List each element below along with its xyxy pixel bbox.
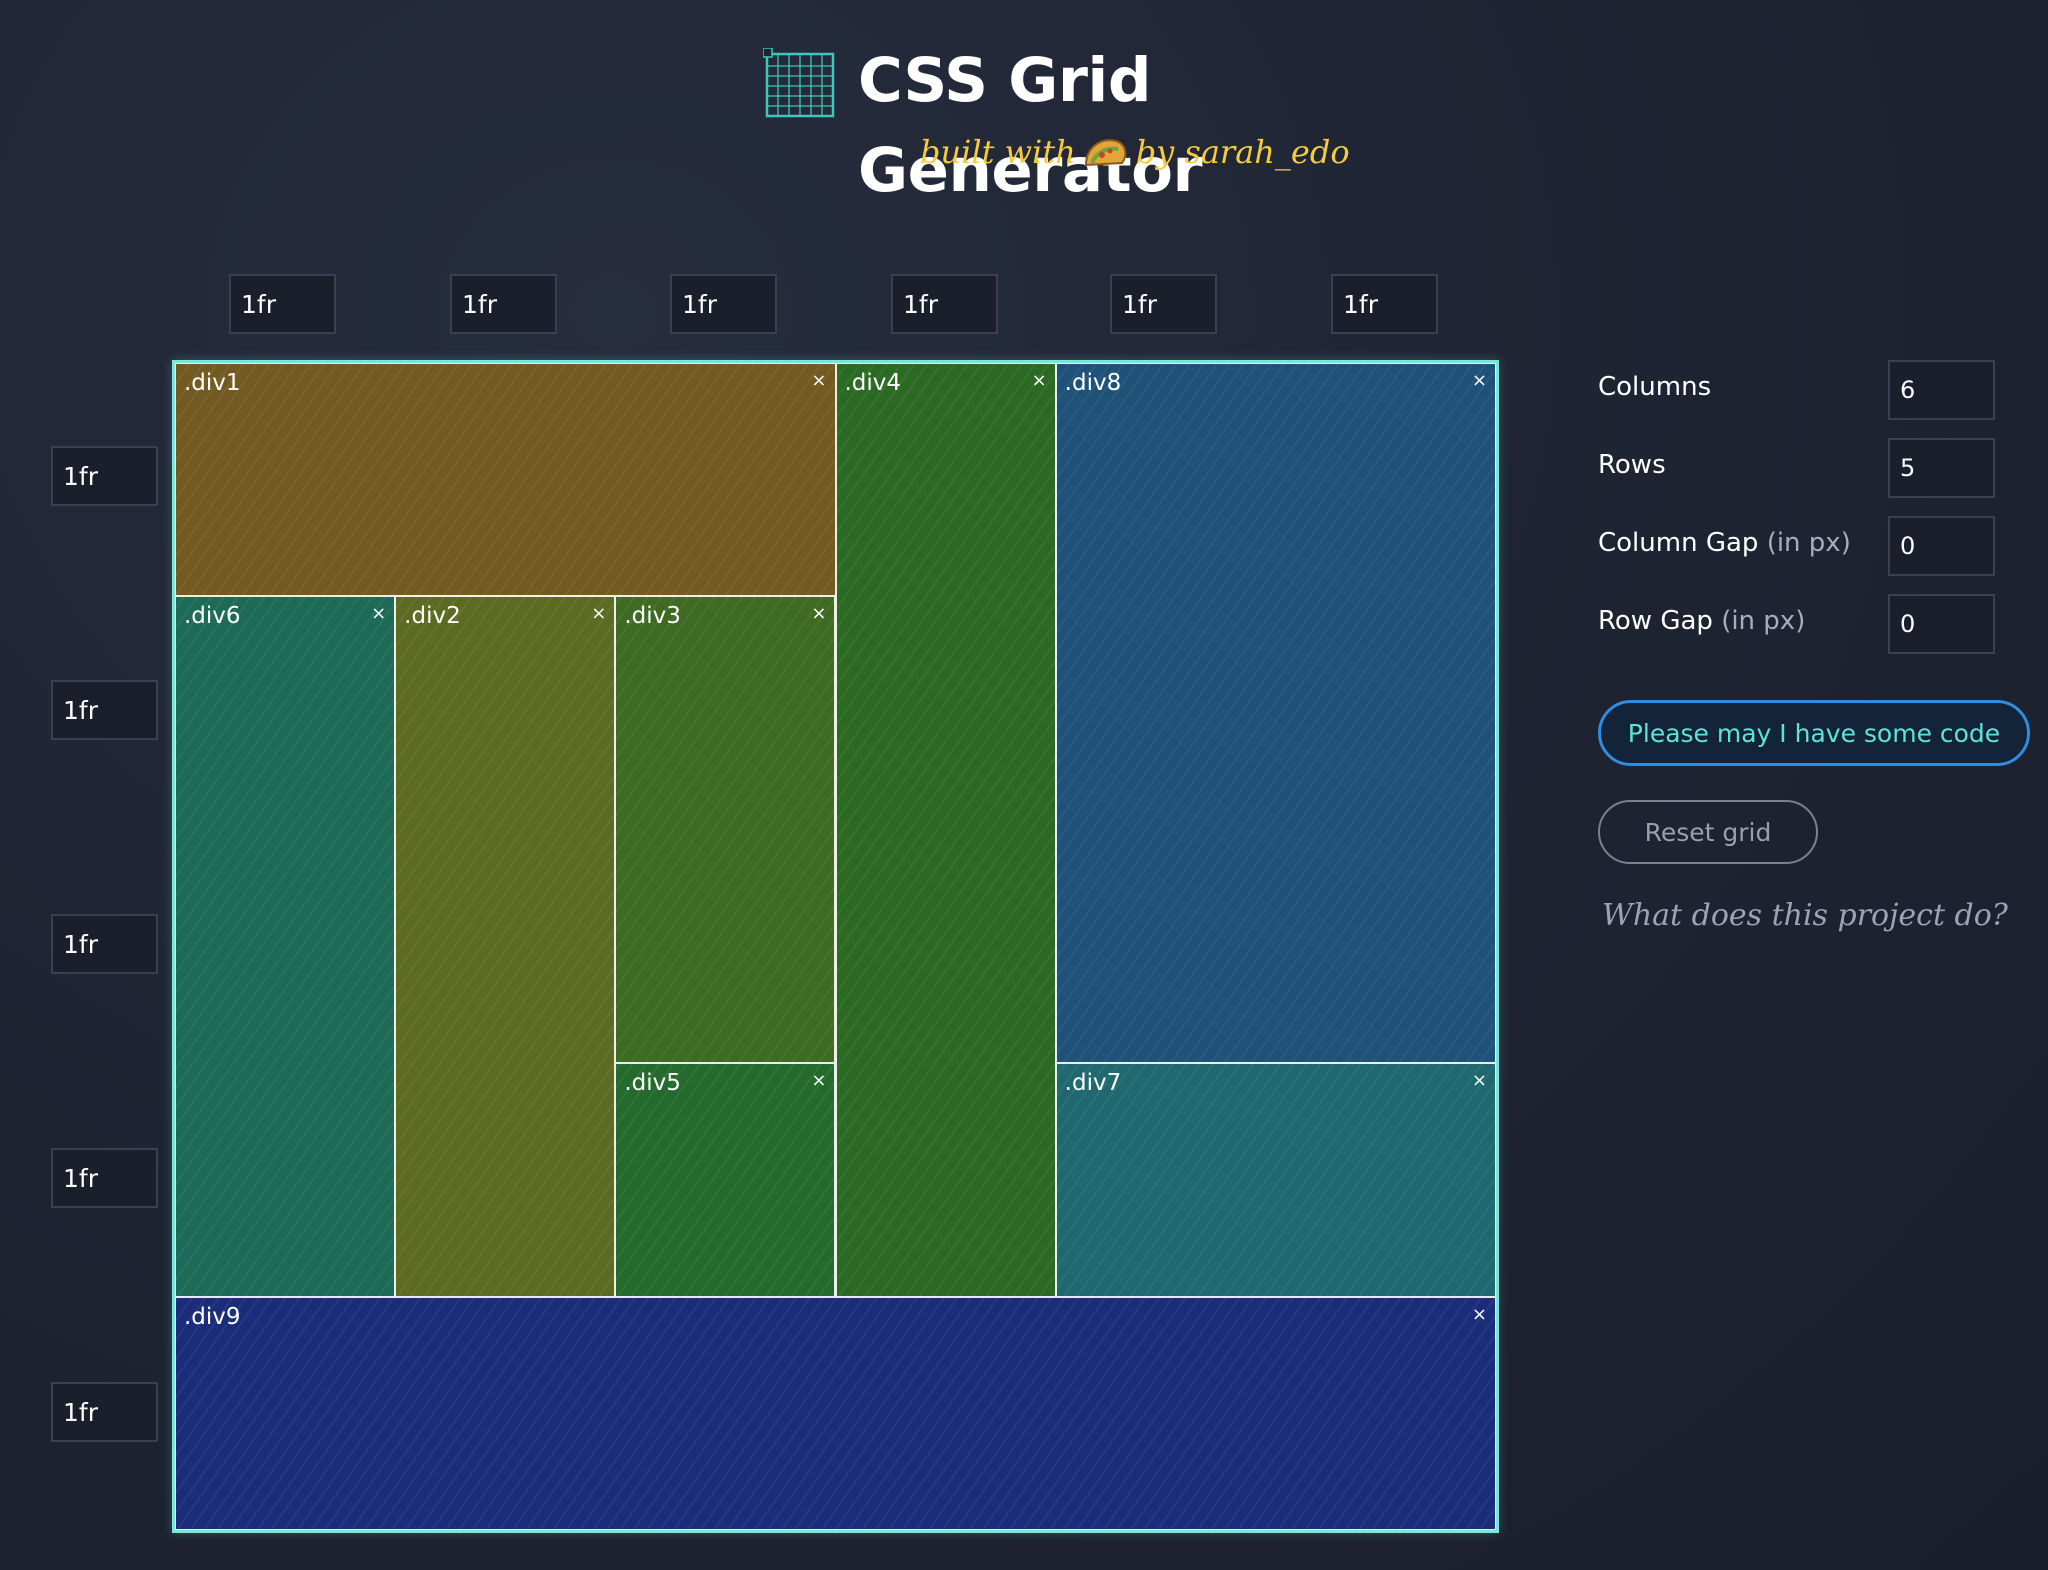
page-title: CSS Grid Generator	[858, 45, 1203, 206]
grid-area-label: .div7	[1064, 1070, 1122, 1097]
grid-logo-icon	[763, 48, 835, 118]
close-icon[interactable]: ×	[1471, 1070, 1487, 1092]
grid-area-label: .div2	[404, 603, 461, 630]
close-icon[interactable]: ×	[811, 603, 827, 625]
close-icon[interactable]: ×	[811, 1070, 827, 1092]
close-icon[interactable]: ×	[1471, 370, 1487, 391]
grid-area-div6[interactable]: .div6 ×	[175, 595, 397, 1298]
grid-area-div9[interactable]: .div9 ×	[175, 1295, 1496, 1530]
grid-area-div3[interactable]: .div3 ×	[614, 595, 837, 1065]
column-track-input-6[interactable]: 1fr	[1331, 274, 1438, 334]
rows-input[interactable]: 5	[1888, 438, 1995, 498]
subtitle-built-with: built with	[920, 133, 1076, 171]
taco-icon	[1084, 139, 1127, 167]
subtitle: built with by sarah_edo	[920, 130, 1380, 174]
grid-area-div8[interactable]: .div8 ×	[1054, 363, 1496, 1065]
rows-label: Rows	[1598, 450, 1666, 480]
grid-canvas[interactable]: .div1 × .div4 × .div8 × .div6 × .div2 × .div3 × .div…	[172, 360, 1499, 1533]
column-track-input-4[interactable]: 1fr	[891, 274, 998, 334]
close-icon[interactable]: ×	[371, 603, 387, 625]
grid-area-div7[interactable]: .div7 ×	[1054, 1062, 1496, 1298]
grid-area-div5[interactable]: .div5 ×	[614, 1062, 837, 1298]
row-track-input-4[interactable]: 1fr	[51, 1148, 158, 1208]
row-track-input-1[interactable]: 1fr	[51, 446, 158, 506]
close-icon[interactable]: ×	[811, 370, 827, 391]
grid-area-label: .div3	[624, 603, 681, 630]
reset-grid-button[interactable]: Reset grid	[1598, 800, 1818, 864]
grid-area-label: .div9	[184, 1303, 241, 1330]
grid-area-label: .div5	[624, 1070, 681, 1097]
row-track-input-5[interactable]: 1fr	[51, 1382, 158, 1442]
grid-area-label: .div6	[184, 603, 241, 630]
grid-area-label: .div8	[1064, 370, 1122, 396]
row-gap-input[interactable]: 0	[1888, 594, 1995, 654]
columns-label: Columns	[1598, 372, 1712, 402]
grid-area-div2[interactable]: .div2 ×	[394, 595, 617, 1298]
column-track-input-2[interactable]: 1fr	[450, 274, 557, 334]
column-track-input-1[interactable]: 1fr	[229, 274, 336, 334]
about-project-link[interactable]: What does this project do?	[1602, 898, 2008, 933]
column-gap-label: Column Gap (in px)	[1598, 528, 1851, 558]
close-icon[interactable]: ×	[1031, 370, 1047, 391]
grid-area-label: .div1	[184, 370, 241, 396]
column-gap-label-text: Column Gap	[1598, 528, 1759, 558]
row-gap-label: Row Gap (in px)	[1598, 606, 1805, 636]
row-gap-unit: (in px)	[1721, 606, 1806, 636]
column-gap-unit: (in px)	[1766, 528, 1851, 558]
close-icon[interactable]: ×	[1471, 1303, 1487, 1325]
grid-area-label: .div4	[844, 370, 902, 396]
grid-area-div4[interactable]: .div4 ×	[834, 363, 1057, 1298]
column-track-input-3[interactable]: 1fr	[670, 274, 777, 334]
row-gap-label-text: Row Gap	[1598, 606, 1713, 636]
grid-area-div1[interactable]: .div1 ×	[175, 363, 837, 598]
close-icon[interactable]: ×	[591, 603, 607, 625]
columns-input[interactable]: 6	[1888, 360, 1995, 420]
column-track-input-5[interactable]: 1fr	[1110, 274, 1217, 334]
column-gap-input[interactable]: 0	[1888, 516, 1995, 576]
row-track-input-3[interactable]: 1fr	[51, 914, 158, 974]
get-code-button[interactable]: Please may I have some code	[1598, 700, 2030, 766]
row-track-input-2[interactable]: 1fr	[51, 680, 158, 740]
subtitle-author: by sarah_edo	[1135, 133, 1350, 171]
